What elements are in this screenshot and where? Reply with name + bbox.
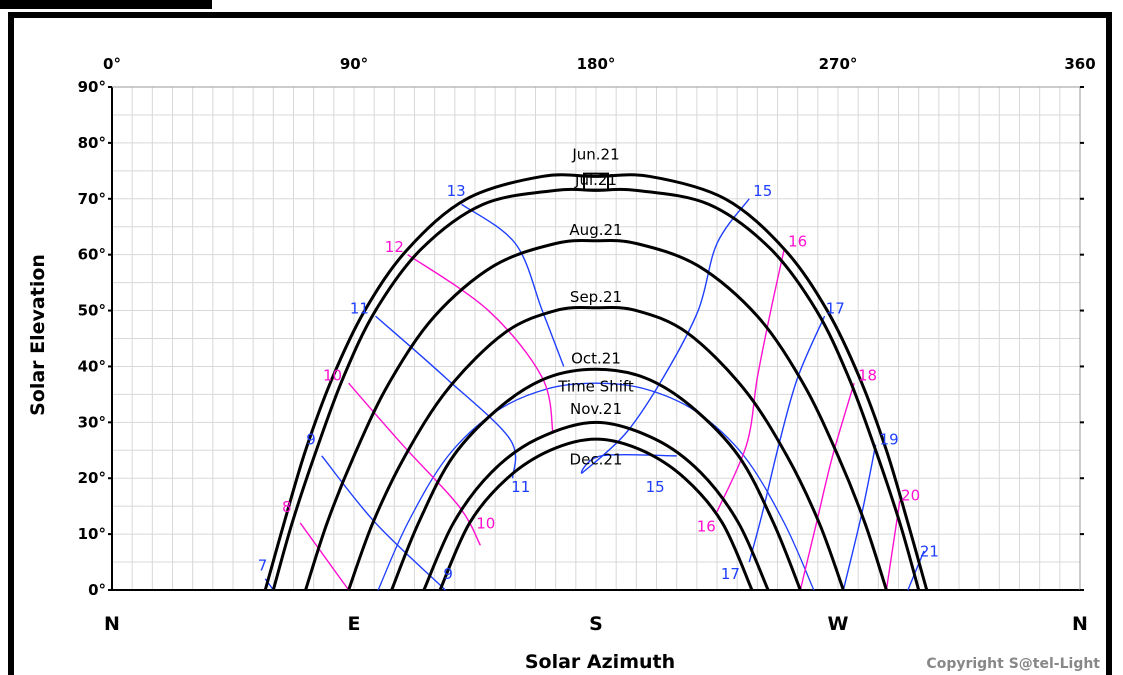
hour-label: 11 [350, 299, 369, 317]
hour-label: 21 [920, 542, 939, 560]
hour-label: 15 [646, 478, 665, 496]
hour-label: 18 [858, 366, 877, 384]
date-label: Aug.21 [569, 221, 622, 239]
date-label: Time Shift [557, 378, 634, 396]
top-tick-label: 360 [1064, 55, 1095, 73]
hour-label: 10 [476, 515, 495, 533]
y-tick-label: 0° [88, 581, 106, 599]
hour-label: 11 [511, 478, 530, 496]
x-axis-title: Solar Azimuth [525, 651, 675, 673]
hour-label: 20 [901, 487, 920, 505]
grid [111, 86, 1081, 591]
date-series-line [438, 437, 754, 591]
chart-frame [8, 12, 1112, 675]
top-tick-label: 90° [340, 55, 368, 73]
hour-label: 9 [443, 565, 453, 583]
hour-label: 17 [721, 565, 740, 583]
date-series-line [304, 238, 888, 591]
cardinal-label: N [104, 613, 120, 635]
hour-label: 12 [385, 238, 404, 256]
top-tick-label: 180° [577, 55, 616, 73]
hour-line [799, 383, 855, 591]
hour-label: 7 [258, 556, 268, 574]
hour-line [842, 444, 877, 591]
y-tick-label: 60° [78, 246, 106, 264]
top-black-bar [0, 0, 212, 9]
hour-line [716, 248, 785, 513]
hour-label: 19 [880, 431, 899, 449]
hour-line [907, 550, 925, 591]
cardinal-label: W [828, 613, 849, 635]
y-tick-label: 90° [78, 78, 106, 96]
y-tick-label: 80° [78, 134, 106, 152]
y-tick-label: 20° [78, 469, 106, 487]
date-series-line [263, 173, 929, 591]
hour-line [461, 203, 565, 367]
copyright-text: Copyright S@tel-Light [926, 656, 1100, 672]
hour-line [321, 455, 446, 591]
top-tick-label: 270° [819, 55, 858, 73]
date-series-line [390, 367, 802, 591]
summer-marker-box [583, 172, 609, 191]
axis-labels: 0° 10° 20° 30° 40° 50° 60° 70° 80° 90° 0° 90° 180° 27… [78, 55, 1096, 635]
date-series-line [347, 306, 845, 591]
date-label: Jul.21 [574, 171, 617, 189]
top-tick-label: 0° [103, 55, 121, 73]
date-label: Jun.21 [571, 146, 619, 164]
hour-line [580, 198, 750, 474]
cardinal-label: N [1072, 613, 1088, 635]
y-tick-label: 70° [78, 190, 106, 208]
y-axis-title: Solar Elevation [27, 254, 49, 416]
y-tick-label: 50° [78, 302, 106, 320]
time-shift-curve [377, 382, 815, 591]
hour-label: 8 [282, 498, 292, 516]
hour-label: 9 [306, 431, 316, 449]
y-tick-label: 40° [78, 357, 106, 375]
date-label: Oct.21 [571, 350, 621, 368]
hour-line [748, 315, 826, 563]
hour-line [348, 382, 481, 546]
top-strip [0, 0, 1123, 9]
cardinal-label: S [589, 613, 603, 635]
date-label: Dec.21 [570, 450, 623, 468]
series-labels: Jun.21 Jul.21 Aug.21 Sep.21 Oct.21 Time Shift… [258, 146, 939, 583]
hour-label: 15 [753, 182, 772, 200]
hour-line [407, 254, 554, 434]
hour-label: 17 [826, 299, 845, 317]
hour-label: 16 [788, 232, 807, 250]
date-lines [263, 172, 929, 591]
hour-line [299, 522, 350, 591]
date-series-line [422, 420, 770, 591]
hour-label: 13 [447, 182, 466, 200]
hour-line [375, 315, 517, 479]
date-label: Sep.21 [570, 288, 622, 306]
y-tick-label: 30° [78, 413, 106, 431]
date-label: Nov.21 [570, 400, 622, 418]
hour-label: 16 [697, 517, 716, 535]
cardinal-label: E [348, 613, 361, 635]
y-tick-label: 10° [78, 525, 106, 543]
hour-label: 10 [323, 366, 342, 384]
